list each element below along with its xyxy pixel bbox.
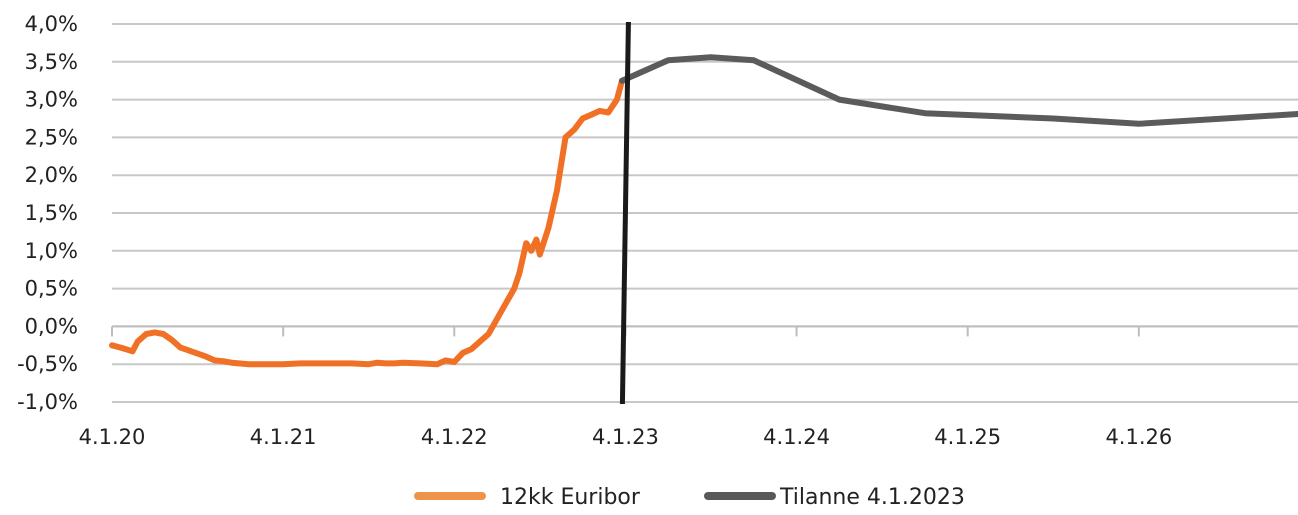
y-tick-label: 0,0%	[25, 314, 78, 338]
x-tick-label: 4.1.24	[763, 425, 830, 449]
x-axis	[111, 325, 1298, 337]
y-tick-label: 2,5%	[25, 125, 78, 149]
marker-line	[619, 21, 631, 405]
y-tick-label: 3,0%	[25, 88, 78, 112]
y-tick-label: 3,5%	[25, 50, 78, 74]
x-tick-label: 4.1.22	[421, 425, 488, 449]
x-tick-label: 4.1.25	[934, 425, 1001, 449]
x-tick-label: 4.1.23	[592, 425, 659, 449]
y-tick-label: -1,0%	[17, 390, 78, 414]
legend-label: Tilanne 4.1.2023	[779, 485, 965, 510]
y-tick-label: 1,0%	[25, 239, 78, 263]
x-tick-label: 4.1.26	[1105, 425, 1172, 449]
x-tick-label: 4.1.21	[250, 425, 317, 449]
series-line-tilanne-4-1-2023	[619, 54, 1298, 127]
legend: 12kk Euribor Tilanne 4.1.2023	[414, 485, 965, 510]
vertical-marker	[619, 21, 631, 405]
series-line-12kk-euribor	[109, 77, 625, 368]
x-tick-label: 4.1.20	[79, 425, 146, 449]
y-tick-label: -0,5%	[17, 352, 78, 376]
y-axis-ticks: 4,0% 3,5% 3,0% 2,5% 2,0% 1,5% 1,0% 0,5% 0,0% -0,5…	[17, 12, 78, 414]
gridlines	[112, 23, 1298, 403]
y-tick-label: 4,0%	[25, 12, 78, 36]
series-lines	[109, 54, 1298, 368]
y-tick-label: 1,5%	[25, 201, 78, 225]
legend-label: 12kk Euribor	[500, 485, 641, 510]
y-tick-label: 2,0%	[25, 163, 78, 187]
y-tick-label: 0,5%	[25, 277, 78, 301]
x-axis-ticks: 4.1.20 4.1.21 4.1.22 4.1.23 4.1.24 4.1.25 4.1.…	[79, 425, 1173, 449]
